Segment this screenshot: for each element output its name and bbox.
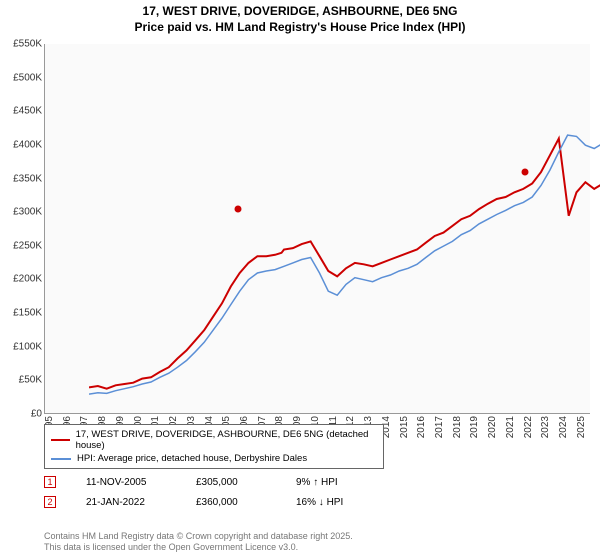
footer-line-2: This data is licensed under the Open Gov…: [44, 542, 353, 554]
sales-date-2: 21-JAN-2022: [86, 497, 166, 508]
title-line-1: 17, WEST DRIVE, DOVERIDGE, ASHBOURNE, DE…: [0, 4, 600, 20]
sale-marker-dot-2: [521, 168, 528, 175]
legend-row-2: HPI: Average price, detached house, Derb…: [51, 452, 377, 465]
sales-marker-2: 2: [44, 496, 56, 508]
sales-table: 1 11-NOV-2005 £305,000 9% ↑ HPI 2 21-JAN…: [44, 472, 376, 512]
sales-marker-1: 1: [44, 476, 56, 488]
legend: 17, WEST DRIVE, DOVERIDGE, ASHBOURNE, DE…: [44, 424, 384, 469]
footer-line-1: Contains HM Land Registry data © Crown c…: [44, 531, 353, 543]
sales-row-2: 2 21-JAN-2022 £360,000 16% ↓ HPI: [44, 492, 376, 512]
sales-change-1: 9% ↑ HPI: [296, 477, 376, 488]
footer-attribution: Contains HM Land Registry data © Crown c…: [44, 531, 353, 554]
legend-label-1: 17, WEST DRIVE, DOVERIDGE, ASHBOURNE, DE…: [76, 429, 377, 451]
chart-title: 17, WEST DRIVE, DOVERIDGE, ASHBOURNE, DE…: [0, 0, 600, 35]
sales-date-1: 11-NOV-2005: [86, 477, 166, 488]
chart-container: 17, WEST DRIVE, DOVERIDGE, ASHBOURNE, DE…: [0, 0, 600, 560]
legend-swatch-2: [51, 458, 71, 460]
sale-marker-dot-1: [234, 205, 241, 212]
plot-area: [44, 44, 590, 414]
sales-price-1: £305,000: [196, 477, 266, 488]
title-line-2: Price paid vs. HM Land Registry's House …: [0, 20, 600, 36]
legend-row-1: 17, WEST DRIVE, DOVERIDGE, ASHBOURNE, DE…: [51, 428, 377, 452]
legend-swatch-1: [51, 439, 70, 442]
chart-svg: [89, 88, 600, 458]
sales-change-2: 16% ↓ HPI: [296, 497, 376, 508]
sales-price-2: £360,000: [196, 497, 266, 508]
sales-row-1: 1 11-NOV-2005 £305,000 9% ↑ HPI: [44, 472, 376, 492]
legend-label-2: HPI: Average price, detached house, Derb…: [77, 453, 307, 464]
